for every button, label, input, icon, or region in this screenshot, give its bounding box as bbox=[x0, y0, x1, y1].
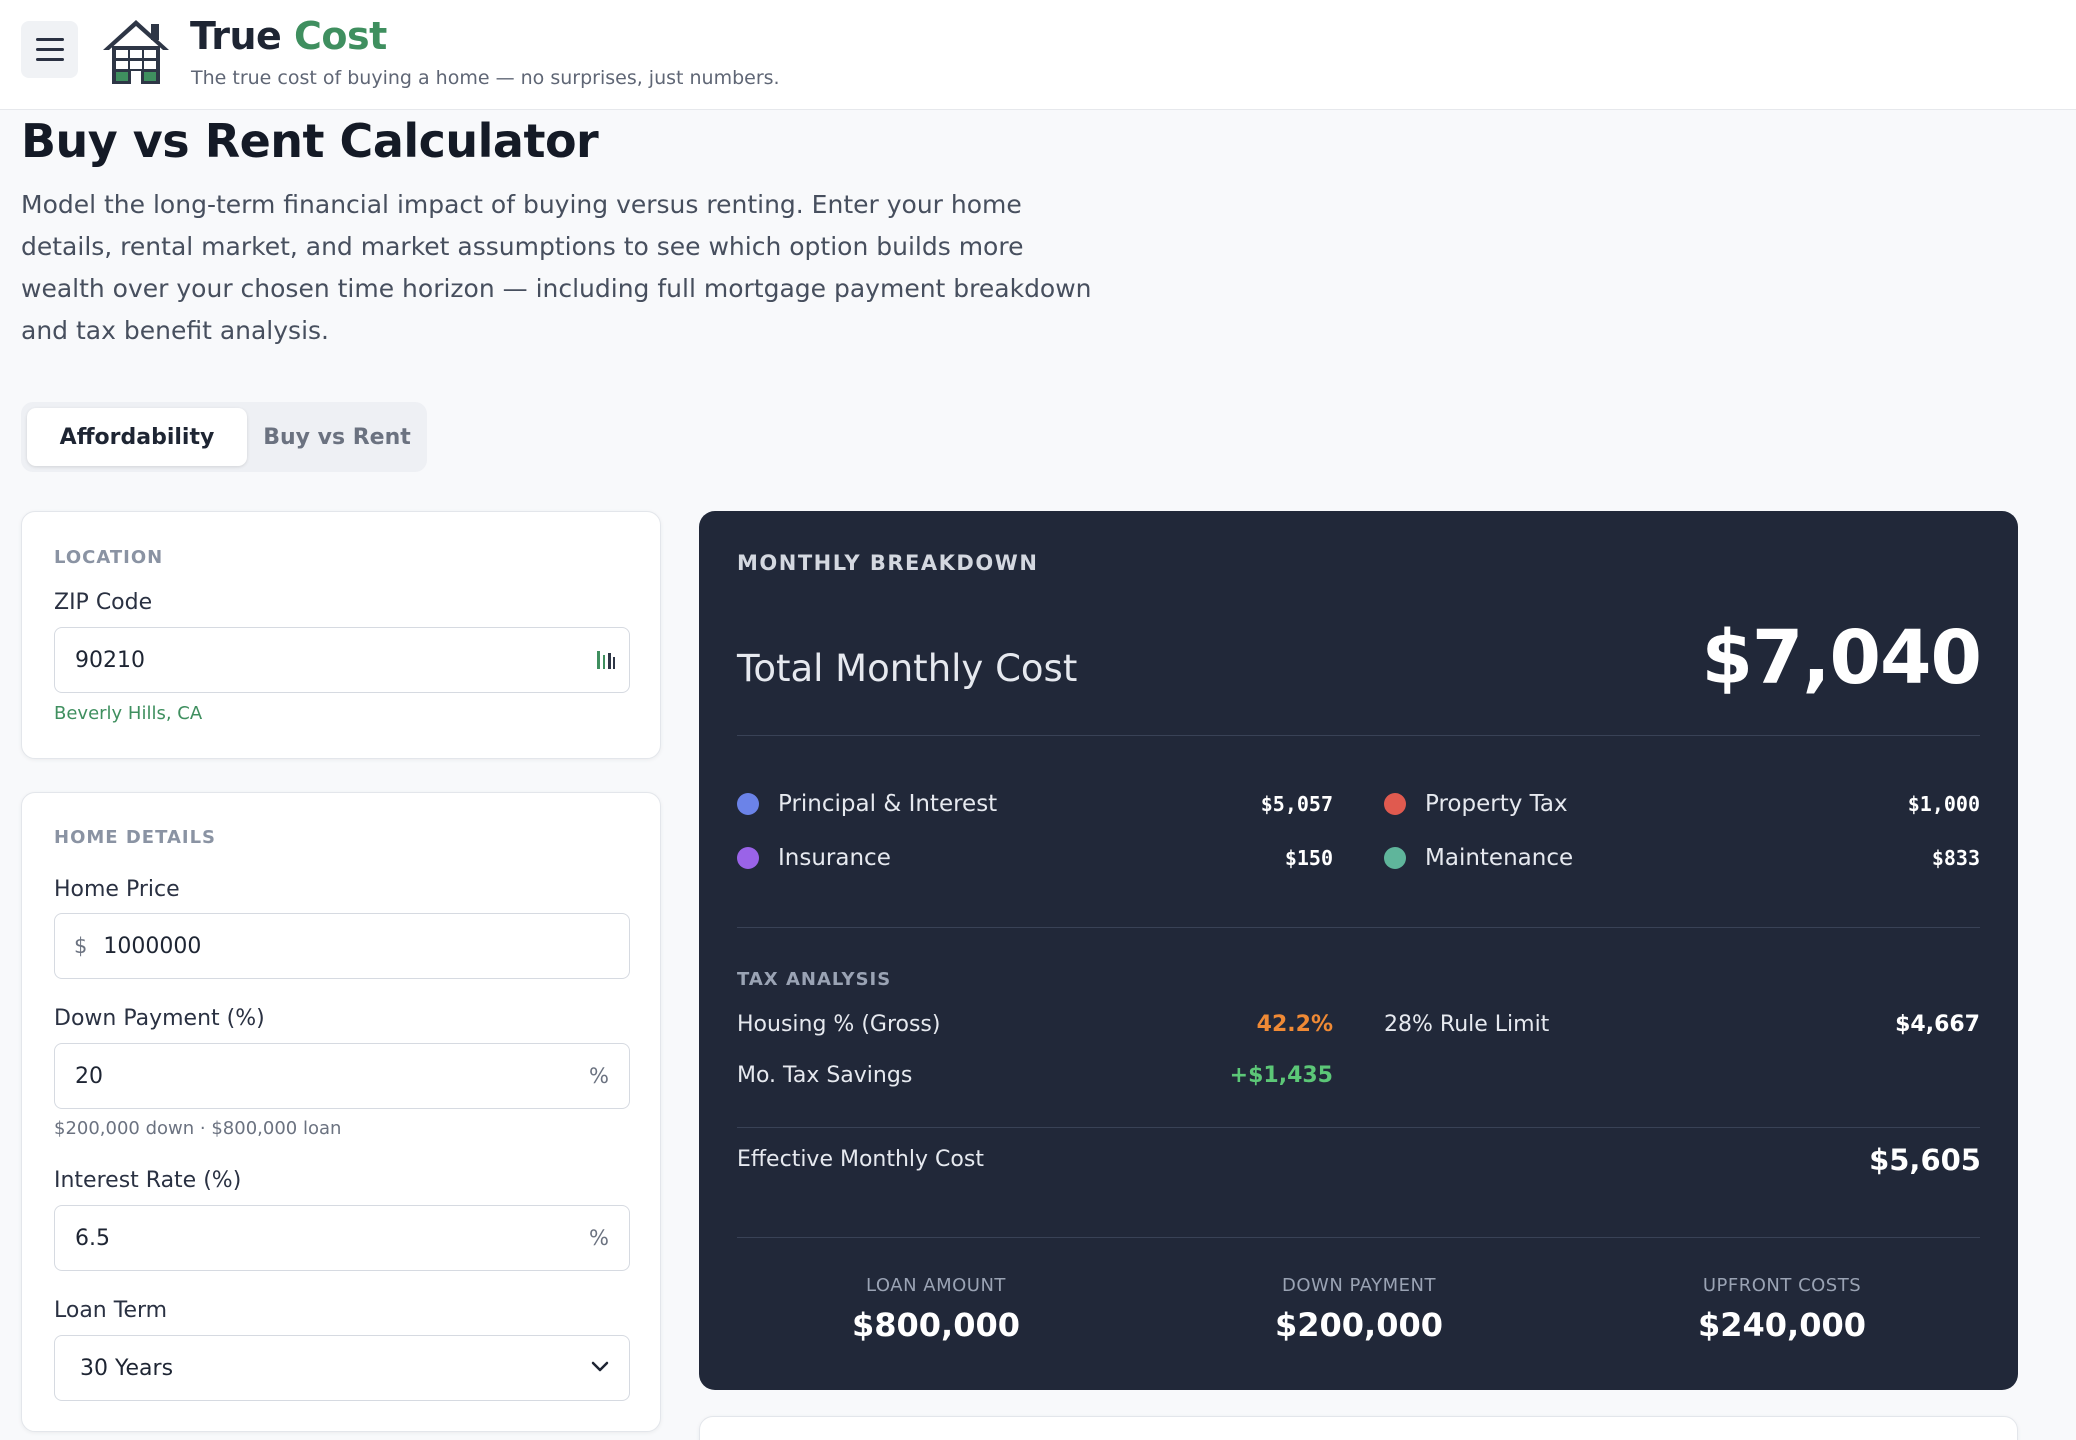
home-price-value: 1000000 bbox=[103, 933, 202, 959]
location-card: LOCATION ZIP Code 90210 Beverly Hills, C… bbox=[21, 511, 661, 759]
down-payment-label: Down Payment (%) bbox=[54, 1006, 265, 1031]
legend-label: Property Tax bbox=[1425, 791, 1568, 817]
home-price-input[interactable]: $ 1000000 bbox=[54, 913, 630, 979]
hamburger-line bbox=[35, 48, 64, 51]
legend-dot bbox=[1384, 793, 1406, 815]
next-card bbox=[699, 1416, 2018, 1440]
housing-percent-value: 42.2% bbox=[1256, 1012, 1333, 1037]
page-title: Buy vs Rent Calculator bbox=[21, 114, 599, 168]
legend-maintenance: Maintenance $833 bbox=[1384, 840, 1980, 876]
menu-button[interactable] bbox=[21, 21, 78, 78]
mode-tabs: Affordability Buy vs Rent bbox=[21, 402, 427, 472]
divider bbox=[737, 927, 1980, 928]
stat-label: DOWN PAYMENT bbox=[1282, 1275, 1436, 1296]
percent-suffix: % bbox=[589, 1226, 609, 1250]
dollar-prefix: $ bbox=[74, 934, 88, 958]
rule-limit-label: 28% Rule Limit bbox=[1384, 1012, 1550, 1037]
monthly-breakdown-panel: MONTHLY BREAKDOWN Total Monthly Cost $7,… bbox=[699, 511, 2018, 1390]
divider bbox=[737, 1127, 1980, 1128]
zip-input[interactable]: 90210 bbox=[54, 627, 630, 693]
legend-property-tax: Property Tax $1,000 bbox=[1384, 786, 1980, 822]
tax-savings-label: Mo. Tax Savings bbox=[737, 1063, 913, 1088]
down-payment-value: 20 bbox=[75, 1063, 103, 1089]
loan-term-label: Loan Term bbox=[54, 1298, 168, 1323]
barcode-icon[interactable] bbox=[595, 648, 617, 672]
legend-value: $5,057 bbox=[1260, 792, 1333, 816]
zip-value: 90210 bbox=[75, 647, 145, 673]
house-logo-icon bbox=[103, 20, 169, 84]
brand-title: True Cost bbox=[190, 14, 387, 58]
legend-label: Maintenance bbox=[1425, 845, 1574, 871]
legend-dot bbox=[737, 793, 759, 815]
brand-tagline: The true cost of buying a home — no surp… bbox=[191, 67, 780, 89]
tax-savings-row: Mo. Tax Savings +$1,435 bbox=[737, 1063, 1333, 1095]
interest-rate-input[interactable]: 6.5 % bbox=[54, 1205, 630, 1271]
stat-label: LOAN AMOUNT bbox=[866, 1275, 1006, 1296]
legend-label: Principal & Interest bbox=[778, 791, 998, 817]
page-description: Model the long-term financial impact of … bbox=[21, 190, 1092, 345]
stat-loan-amount: LOAN AMOUNT $800,000 bbox=[746, 1275, 1126, 1344]
interest-rate-value: 6.5 bbox=[75, 1225, 110, 1251]
legend-value: $833 bbox=[1931, 846, 1980, 870]
legend-dot bbox=[737, 847, 759, 869]
stat-down-payment: DOWN PAYMENT $200,000 bbox=[1169, 1275, 1549, 1344]
section-label-location: LOCATION bbox=[54, 547, 164, 568]
hamburger-line bbox=[35, 38, 64, 41]
down-payment-input[interactable]: 20 % bbox=[54, 1043, 630, 1109]
rule-limit-row: 28% Rule Limit $4,667 bbox=[1384, 1012, 1980, 1044]
zip-label: ZIP Code bbox=[54, 590, 153, 615]
tax-savings-value: +$1,435 bbox=[1229, 1063, 1333, 1088]
legend-insurance: Insurance $150 bbox=[737, 840, 1333, 876]
total-monthly-cost-label: Total Monthly Cost bbox=[737, 647, 1078, 690]
effective-monthly-cost-value: $5,605 bbox=[1869, 1143, 1981, 1177]
legend-label: Insurance bbox=[778, 845, 891, 871]
housing-percent-row: Housing % (Gross) 42.2% bbox=[737, 1012, 1333, 1044]
loan-term-value: 30 Years bbox=[80, 1355, 174, 1381]
zip-location-hint: Beverly Hills, CA bbox=[54, 703, 203, 724]
tax-analysis-header: TAX ANALYSIS bbox=[737, 969, 892, 990]
breakdown-header: MONTHLY BREAKDOWN bbox=[737, 551, 1039, 575]
stat-value: $800,000 bbox=[851, 1306, 1020, 1344]
interest-rate-label: Interest Rate (%) bbox=[54, 1168, 242, 1193]
stat-upfront-costs: UPFRONT COSTS $240,000 bbox=[1592, 1275, 1972, 1344]
divider bbox=[737, 735, 1980, 736]
rule-limit-value: $4,667 bbox=[1895, 1012, 1980, 1037]
top-bar: True Cost The true cost of buying a home… bbox=[0, 0, 2076, 110]
brand-accent: Cost bbox=[294, 14, 387, 58]
legend-value: $150 bbox=[1284, 846, 1333, 870]
legend-value: $1,000 bbox=[1907, 792, 1980, 816]
tab-buy-vs-rent[interactable]: Buy vs Rent bbox=[263, 424, 411, 450]
home-details-card: HOME DETAILS Home Price $ 1000000 Down P… bbox=[21, 792, 661, 1432]
section-label-home-details: HOME DETAILS bbox=[54, 827, 217, 848]
hamburger-line bbox=[35, 58, 64, 61]
stat-label: UPFRONT COSTS bbox=[1702, 1275, 1862, 1296]
stat-value: $240,000 bbox=[1697, 1306, 1866, 1344]
stat-value: $200,000 bbox=[1274, 1306, 1443, 1344]
housing-percent-label: Housing % (Gross) bbox=[737, 1012, 941, 1037]
chevron-down-icon bbox=[591, 1361, 609, 1372]
legend-principal-interest: Principal & Interest $5,057 bbox=[737, 786, 1333, 822]
legend-dot bbox=[1384, 847, 1406, 869]
home-price-label: Home Price bbox=[54, 877, 180, 902]
down-payment-hint: $200,000 down · $800,000 loan bbox=[54, 1118, 342, 1139]
total-monthly-cost-value: $7,040 bbox=[1701, 615, 1982, 701]
loan-term-select[interactable]: 30 Years bbox=[54, 1335, 630, 1401]
divider bbox=[737, 1237, 1980, 1238]
tab-affordability[interactable]: Affordability bbox=[27, 408, 247, 466]
percent-suffix: % bbox=[589, 1064, 609, 1088]
brand-main: True bbox=[190, 14, 282, 58]
effective-monthly-cost-label: Effective Monthly Cost bbox=[737, 1147, 984, 1172]
